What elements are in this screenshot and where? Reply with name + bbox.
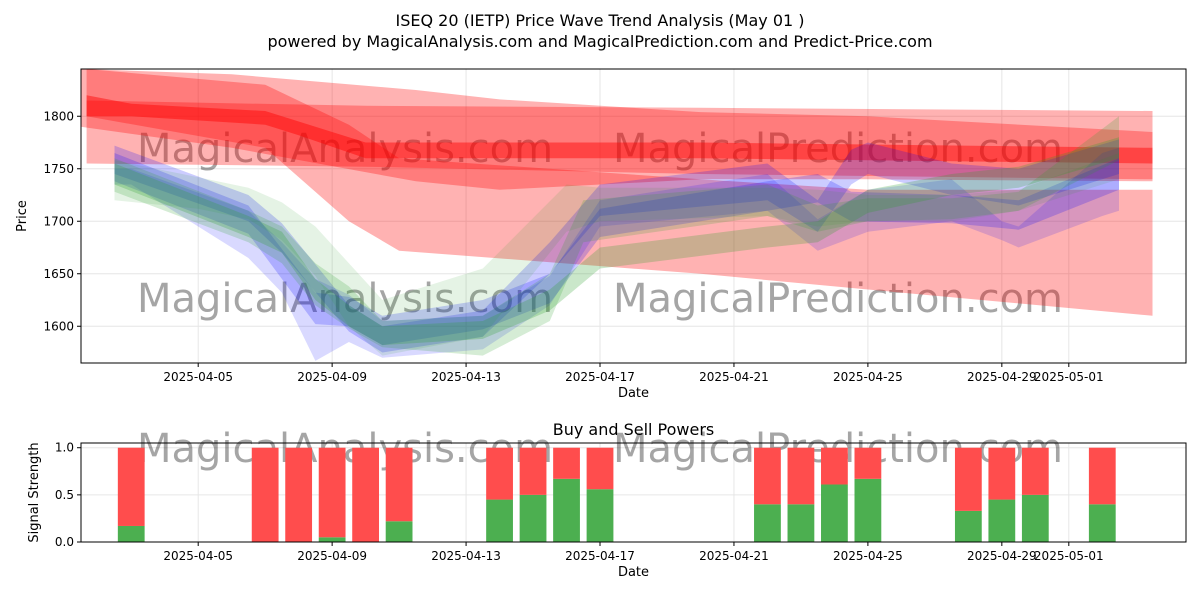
green-wave-band (114, 153, 1119, 356)
sell-bar (1021, 447, 1049, 495)
x-tick-label: 2025-04-13 (431, 370, 501, 384)
price-wave-chart: MagicalAnalysis.com MagicalPrediction.com… (15, 68, 1187, 401)
subplot-title: Buy and Sell Powers (553, 420, 715, 439)
watermark-text: MagicalAnalysis.com (137, 276, 553, 322)
red-wave-band (86, 69, 1153, 316)
buy-bar (318, 537, 346, 542)
sell-bar (821, 447, 848, 485)
x-tick-label: 2025-04-05 (163, 370, 233, 384)
buy-bar (385, 521, 413, 542)
buy-bar (754, 504, 781, 542)
x-axis-label: Date (618, 565, 649, 580)
buy-bar (988, 499, 1016, 542)
blue-wave-band (114, 153, 1119, 346)
y-tick-label: 1750 (43, 162, 74, 176)
sell-bar (251, 447, 279, 542)
y-tick-label: 1.0 (55, 441, 74, 455)
sell-bar (954, 447, 982, 511)
x-tick-label: 2025-05-01 (1034, 549, 1104, 563)
watermarks: MagicalAnalysis.com MagicalPrediction.com… (137, 126, 1063, 322)
sell-bar (1088, 447, 1116, 505)
sell-bar (385, 447, 413, 522)
sell-bar (586, 447, 614, 490)
sell-bar (486, 447, 513, 500)
x-tick-label: 2025-04-17 (565, 549, 635, 563)
grid-lines (81, 69, 1186, 363)
x-tick-label: 2025-04-21 (699, 549, 769, 563)
red-wave-band (81, 69, 1153, 190)
buy-bar (553, 478, 580, 542)
x-tick-label: 2025-04-29 (967, 370, 1037, 384)
buy-bar (117, 525, 145, 542)
sell-bar (285, 447, 313, 542)
sell-bar (352, 447, 380, 542)
y-tick-label: 1650 (43, 267, 74, 281)
sell-bar (854, 447, 882, 479)
sell-bar (754, 447, 781, 505)
buy-bar (954, 510, 982, 542)
sell-bar (318, 447, 346, 538)
sell-bar (988, 447, 1016, 500)
buy-bar (586, 489, 614, 542)
plot-frame (80, 68, 1187, 364)
plot-frame (80, 442, 1187, 543)
buy-bar (1088, 504, 1116, 542)
x-tick-label: 2025-04-25 (833, 549, 903, 563)
y-tick-label: 0.5 (55, 488, 74, 502)
y-tick-label: 1600 (43, 319, 74, 333)
x-tick-label: 2025-04-17 (565, 370, 635, 384)
sell-bar (553, 447, 580, 479)
buy-bar (1021, 494, 1049, 542)
y-axis-label: Price (15, 200, 30, 232)
buy-bar (821, 484, 848, 542)
buy-bar (854, 478, 882, 542)
buy-bar (486, 499, 513, 542)
watermark-text: MagicalAnalysis.com (137, 126, 553, 172)
x-tick-label: 2025-05-01 (1034, 370, 1104, 384)
x-tick-label: 2025-04-29 (967, 549, 1037, 563)
x-tick-label: 2025-04-09 (297, 549, 367, 563)
signal-bars (117, 447, 1116, 542)
buy-sell-powers-chart: MagicalAnalysis.comMagicalPrediction.com… (27, 420, 1187, 580)
watermark-text: MagicalPrediction.com (613, 276, 1063, 322)
red-wave-band (86, 100, 1153, 180)
blue-wave-band (114, 147, 1119, 361)
buy-bar (519, 494, 547, 542)
chart-title: ISEQ 20 (IETP) Price Wave Trend Analysis… (395, 11, 804, 30)
chart-subtitle: powered by MagicalAnalysis.com and Magic… (267, 32, 932, 51)
x-tick-label: 2025-04-09 (297, 370, 367, 384)
x-tick-label: 2025-04-21 (699, 370, 769, 384)
red-wave-band (86, 95, 1153, 164)
watermark-text: MagicalPrediction.com (613, 126, 1063, 172)
wave-bands (81, 69, 1153, 361)
y-tick-label: 1700 (43, 214, 74, 228)
sell-bar (117, 447, 145, 526)
y-tick-label: 1800 (43, 109, 74, 123)
buy-bar (787, 504, 815, 542)
x-tick-label: 2025-04-25 (833, 370, 903, 384)
x-tick-label: 2025-04-13 (431, 549, 501, 563)
green-wave-band (114, 116, 1119, 356)
sell-bar (787, 447, 815, 505)
sell-bar (519, 447, 547, 495)
y-tick-label: 0.0 (55, 535, 74, 549)
x-tick-label: 2025-04-05 (163, 549, 233, 563)
y-axis-label: Signal Strength (27, 442, 42, 542)
x-axis-label: Date (618, 386, 649, 401)
